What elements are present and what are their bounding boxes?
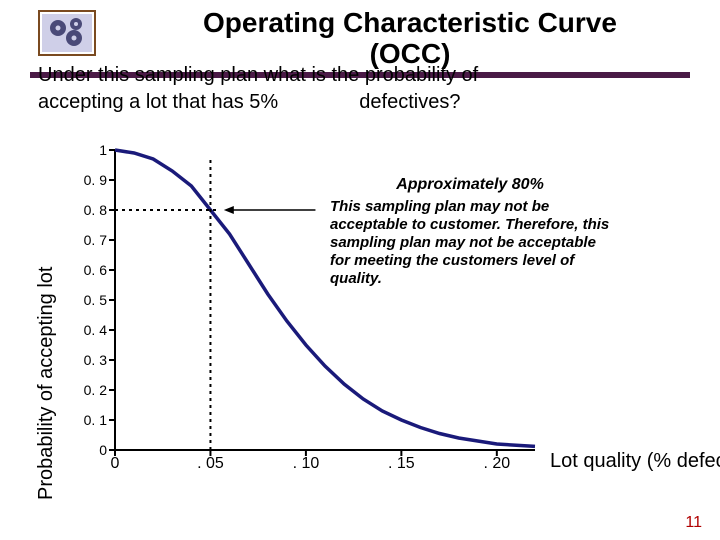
ytick-label: 0. 4 [67, 322, 107, 338]
annotation-arrow [224, 206, 316, 214]
body-line2b: defectives? [359, 91, 460, 113]
ytick-label: 0. 5 [67, 292, 107, 308]
ytick-label: 0. 8 [67, 202, 107, 218]
xtick-label: . 10 [293, 455, 320, 473]
title-line1: Operating Characteristic Curve [203, 7, 617, 38]
ytick-label: 0. 1 [67, 412, 107, 428]
annotation-body: This sampling plan may not be acceptable… [330, 198, 609, 287]
ytick-label: 0. 3 [67, 352, 107, 368]
xtick-label: 0 [111, 455, 120, 473]
ytick-label: 0. 9 [67, 172, 107, 188]
annotation-approx: Approximately 80% [330, 175, 610, 194]
body-line2a: accepting a lot that has 5% [38, 91, 278, 113]
ytick-label: 1 [67, 142, 107, 158]
ytick-label: 0. 7 [67, 232, 107, 248]
slide-title: Operating Characteristic Curve (OCC) [130, 8, 690, 70]
ytick-label: 0 [67, 442, 107, 458]
ytick-label: 0. 2 [67, 382, 107, 398]
annotation-text: Approximately 80% This sampling plan may… [330, 175, 610, 288]
slide-number: 11 [685, 514, 702, 532]
chart: Probability of accepting lot 00. 10. 20.… [30, 140, 710, 500]
ytick-label: 0. 6 [67, 262, 107, 278]
gear-icon [38, 10, 96, 56]
xtick-label: . 15 [388, 455, 415, 473]
xtick-label: . 20 [483, 455, 510, 473]
xtick-label: . 05 [197, 455, 224, 473]
question-text: Under this sampling plan what is the pro… [38, 62, 688, 116]
body-line1: Under this sampling plan what is the pro… [38, 64, 478, 86]
x-axis-label: Lot quality (% defective) [550, 450, 720, 473]
y-axis-label: Probability of accepting lot [35, 267, 58, 500]
